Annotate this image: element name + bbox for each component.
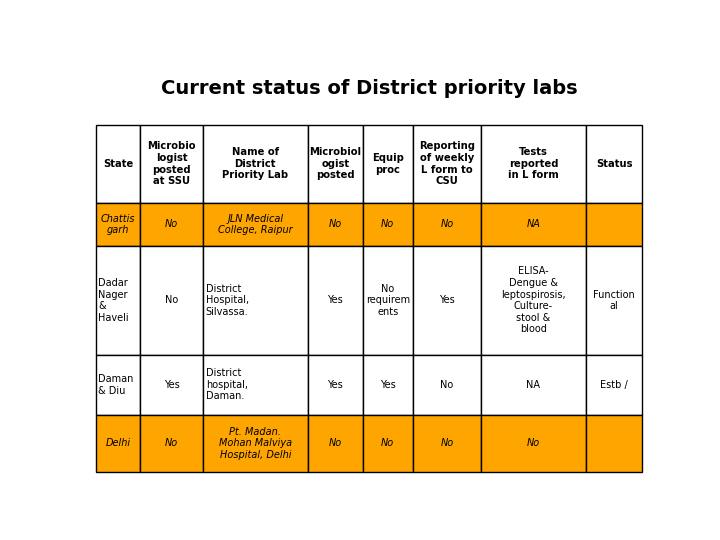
- Bar: [481, 246, 585, 355]
- Bar: [307, 125, 363, 202]
- Text: JLN Medical
College, Raipur: JLN Medical College, Raipur: [218, 214, 292, 235]
- Text: Chattis
garh: Chattis garh: [101, 214, 135, 235]
- Text: Tests
reported
in L form: Tests reported in L form: [508, 147, 559, 180]
- Text: Delhi: Delhi: [105, 438, 130, 448]
- Text: Microbio
logist
posted
at SSU: Microbio logist posted at SSU: [148, 141, 196, 186]
- Bar: [140, 125, 203, 202]
- Text: No: No: [527, 438, 540, 448]
- Bar: [413, 246, 481, 355]
- Bar: [96, 355, 140, 415]
- Text: Yes: Yes: [439, 295, 455, 306]
- Bar: [307, 246, 363, 355]
- Bar: [96, 415, 140, 472]
- Text: Pt. Madan.
Mohan Malviya
Hospital, Delhi: Pt. Madan. Mohan Malviya Hospital, Delhi: [219, 427, 292, 460]
- Bar: [363, 202, 413, 246]
- Bar: [203, 246, 307, 355]
- Bar: [363, 246, 413, 355]
- Bar: [413, 125, 481, 202]
- Text: Yes: Yes: [380, 380, 396, 390]
- Text: Reporting
of weekly
L form to
CSU: Reporting of weekly L form to CSU: [419, 141, 475, 186]
- Bar: [363, 415, 413, 472]
- Bar: [363, 355, 413, 415]
- Text: Status: Status: [596, 159, 632, 169]
- Text: No: No: [441, 438, 454, 448]
- Text: No: No: [165, 219, 179, 230]
- Text: Daman
& Diu: Daman & Diu: [99, 374, 134, 395]
- Text: Current status of District priority labs: Current status of District priority labs: [161, 79, 577, 98]
- Bar: [481, 355, 585, 415]
- Bar: [96, 246, 140, 355]
- Bar: [585, 415, 642, 472]
- Bar: [363, 125, 413, 202]
- Text: Name of
District
Priority Lab: Name of District Priority Lab: [222, 147, 288, 180]
- Bar: [481, 202, 585, 246]
- Text: No
requirem
ents: No requirem ents: [366, 284, 410, 317]
- Bar: [585, 202, 642, 246]
- Text: No: No: [328, 438, 342, 448]
- Text: No: No: [381, 438, 395, 448]
- Text: Dadar
Nager
&
Haveli: Dadar Nager & Haveli: [99, 278, 129, 323]
- Bar: [203, 355, 307, 415]
- Text: Equip
proc: Equip proc: [372, 153, 404, 174]
- Bar: [203, 125, 307, 202]
- Bar: [96, 202, 140, 246]
- Text: No: No: [441, 380, 454, 390]
- Bar: [203, 415, 307, 472]
- Bar: [96, 125, 140, 202]
- Bar: [585, 355, 642, 415]
- Bar: [307, 202, 363, 246]
- Bar: [413, 202, 481, 246]
- Bar: [481, 125, 585, 202]
- Bar: [203, 202, 307, 246]
- Text: No: No: [165, 295, 179, 306]
- Text: District
hospital,
Daman.: District hospital, Daman.: [206, 368, 248, 401]
- Bar: [481, 415, 585, 472]
- Bar: [140, 202, 203, 246]
- Bar: [140, 415, 203, 472]
- Bar: [140, 355, 203, 415]
- Text: NA: NA: [526, 219, 541, 230]
- Text: Yes: Yes: [328, 380, 343, 390]
- Text: Function
al: Function al: [593, 289, 635, 311]
- Text: Microbiol
ogist
posted: Microbiol ogist posted: [310, 147, 361, 180]
- Text: No: No: [381, 219, 395, 230]
- Bar: [307, 415, 363, 472]
- Text: District
Hospital,
Silvassa.: District Hospital, Silvassa.: [206, 284, 249, 317]
- Text: Estb /: Estb /: [600, 380, 628, 390]
- Bar: [140, 246, 203, 355]
- Bar: [585, 246, 642, 355]
- Bar: [307, 355, 363, 415]
- Text: No: No: [165, 438, 179, 448]
- Text: Yes: Yes: [328, 295, 343, 306]
- Text: Yes: Yes: [164, 380, 179, 390]
- Text: No: No: [328, 219, 342, 230]
- Bar: [585, 125, 642, 202]
- Text: NA: NA: [526, 380, 541, 390]
- Text: No: No: [441, 219, 454, 230]
- Text: ELISA-
Dengue &
leptospirosis,
Culture-
stool &
blood: ELISA- Dengue & leptospirosis, Culture- …: [501, 266, 566, 334]
- Bar: [413, 415, 481, 472]
- Bar: [413, 355, 481, 415]
- Text: State: State: [103, 159, 133, 169]
